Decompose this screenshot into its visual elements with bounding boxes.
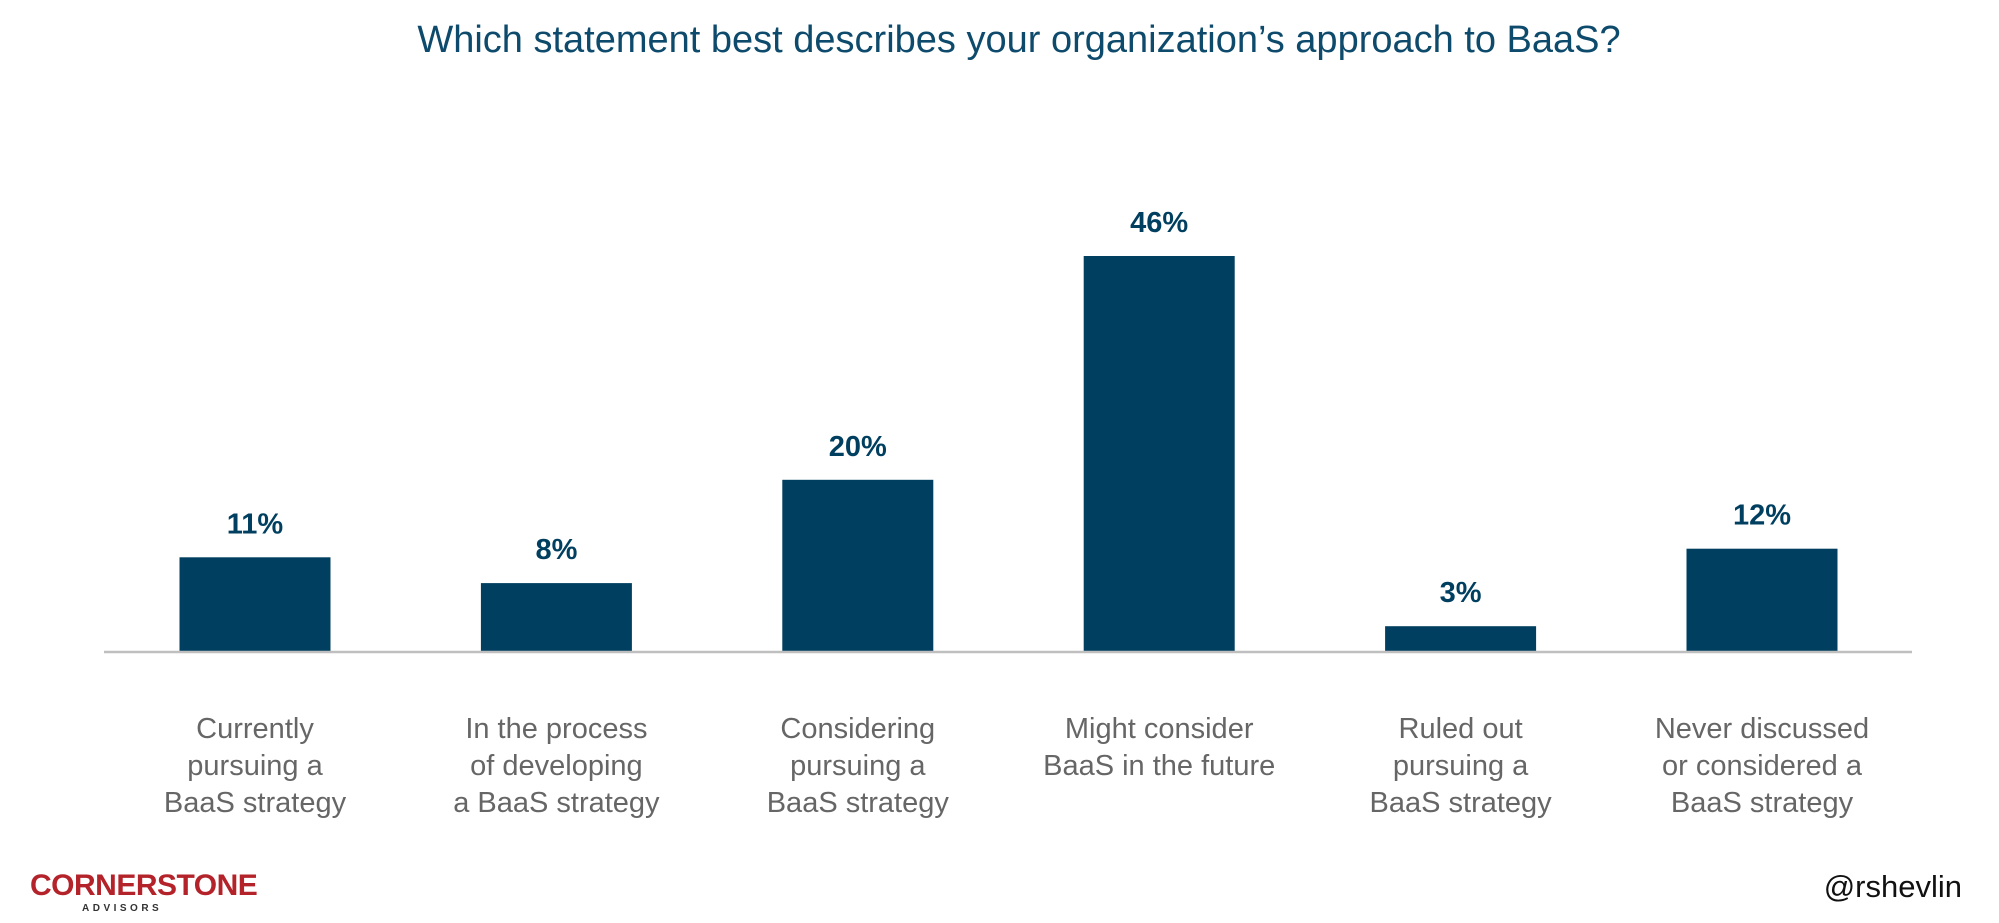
logo-wordmark: CORNERSTONE [30,869,257,902]
bar-4 [1083,256,1235,652]
category-label-line: Currently [196,713,314,745]
category-label-6: Never discussed or considered a BaaS strat… [1655,713,1869,819]
category-label-line: BaaS strategy [1370,787,1553,819]
bar-3 [782,479,934,652]
bar-2 [480,583,632,652]
category-label-line: pursuing a [790,750,926,782]
bar-5 [1385,626,1537,652]
bar-value-label-5: 3% [1440,577,1482,609]
category-label-line: pursuing a [1393,750,1529,782]
bar-value-label-3: 20% [829,431,887,463]
category-label-line: BaaS strategy [1671,787,1854,819]
category-label-line: BaaS in the future [1043,750,1275,782]
category-labels-layer: Currently pursuing a BaaS strategy In the p… [164,713,1869,819]
category-label-2: In the process of developing a BaaS strate… [453,713,660,819]
cornerstone-logo: CORNERSTONE ADVISORS [30,869,258,914]
bars-layer [179,256,1838,652]
value-labels-layer: 11% 8% 20% 46% 3% 12% [227,207,1791,609]
author-handle: @rshevlin [1824,869,1962,904]
bar-value-label-4: 46% [1130,207,1188,239]
bar-1 [179,557,331,652]
chart-title: Which statement best describes your orga… [417,19,1620,61]
category-label-1: Currently pursuing a BaaS strategy [164,713,347,819]
category-label-3: Considering pursuing a BaaS strategy [767,713,950,819]
logo-subtitle: ADVISORS [82,903,162,914]
category-label-5: Ruled out pursuing a BaaS strategy [1370,713,1553,819]
bar-value-label-1: 11% [227,508,284,540]
category-label-line: of developing [470,750,643,782]
category-label-line: a BaaS strategy [453,787,660,819]
category-label-line: Ruled out [1399,713,1523,745]
category-label-4: Might consider BaaS in the future [1043,713,1275,782]
category-label-line: Never discussed [1655,713,1869,745]
category-label-line: Considering [780,713,935,745]
category-label-line: pursuing a [187,750,323,782]
bar-value-label-2: 8% [535,534,577,566]
category-label-line: or considered a [1662,750,1863,782]
category-label-line: Might consider [1065,713,1254,745]
category-label-line: In the process [465,713,647,745]
category-label-line: BaaS strategy [767,787,950,819]
category-label-line: BaaS strategy [164,787,347,819]
bar-6 [1686,548,1838,652]
bar-value-label-6: 12% [1733,500,1791,532]
